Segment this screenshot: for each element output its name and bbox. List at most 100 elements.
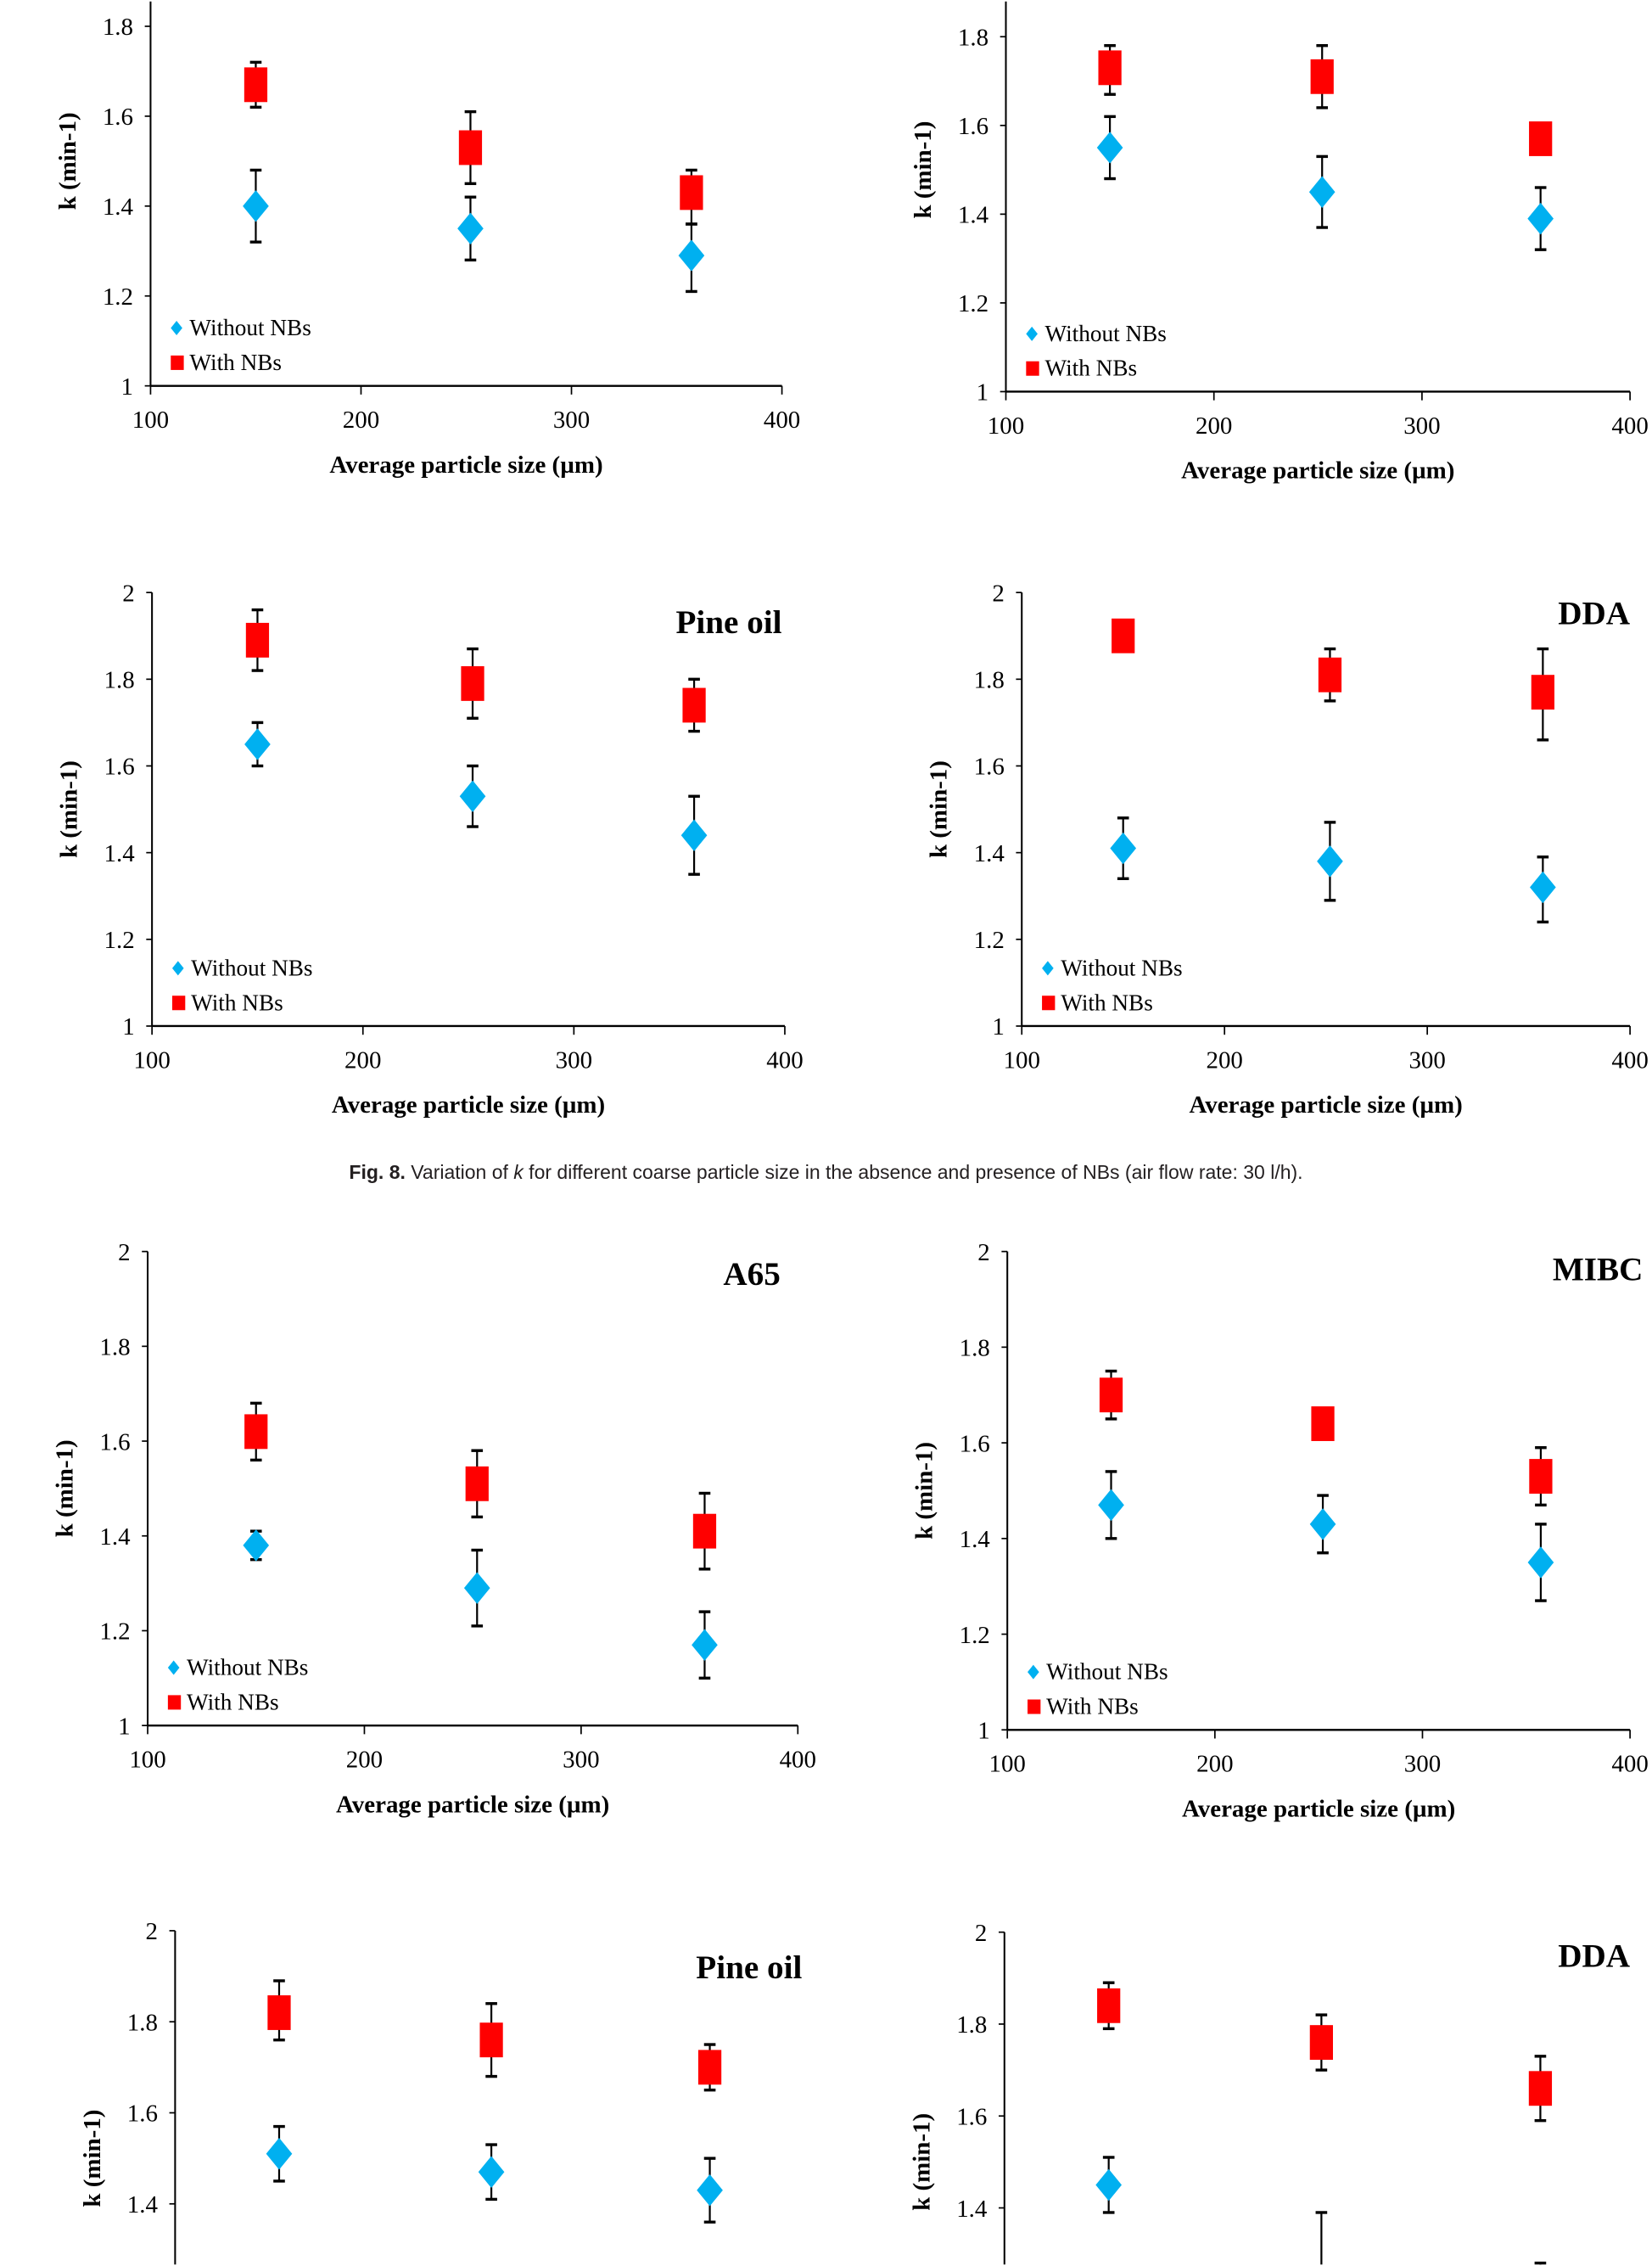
y-tick-label: 1 [121, 373, 133, 401]
point-with-nbs [1311, 1406, 1335, 1441]
point-without-nbs [243, 190, 269, 222]
legend-label: With NBs [189, 350, 282, 375]
y-tick-label: 1.4 [99, 1523, 131, 1551]
x-tick-label: 400 [764, 407, 800, 434]
point-with-nbs [458, 130, 483, 165]
y-tick-label: 1 [992, 1013, 1004, 1040]
legend-label: Without NBs [187, 1655, 308, 1680]
y-axis-label: k (min-1) [911, 1442, 938, 1540]
legend-square-icon [1026, 361, 1039, 376]
y-tick-label: 1.4 [104, 840, 136, 867]
x-axis-label: Average particle size (µm) [329, 452, 602, 479]
y-tick-label: 1.4 [127, 2191, 159, 2218]
point-without-nbs [1527, 1546, 1554, 1579]
y-axis-label: k (min-1) [908, 2113, 935, 2211]
y-tick-label: 1.8 [958, 24, 988, 51]
point-without-nbs [1317, 845, 1343, 878]
legend-label: With NBs [1046, 1694, 1139, 1719]
y-tick-label: 1.8 [974, 667, 1005, 694]
y-tick-label: 1.2 [974, 927, 1005, 954]
y-tick-label: 2 [122, 580, 134, 607]
point-with-nbs [1318, 657, 1342, 693]
legend-label: Without NBs [191, 955, 312, 980]
point-without-nbs [680, 819, 708, 851]
y-tick-label: 1.8 [103, 14, 133, 41]
y-tick-label: 1.2 [104, 927, 135, 954]
point-with-nbs [680, 175, 703, 210]
y-tick-label: 1.6 [127, 2101, 158, 2128]
y-tick-label: 1.8 [104, 667, 135, 694]
caption-text-after: for different coarse particle size in th… [523, 1161, 1303, 1183]
x-tick-label: 100 [988, 412, 1024, 440]
y-tick-label: 1.6 [960, 1430, 990, 1457]
point-with-nbs [479, 2022, 503, 2058]
x-axis-label: Average particle size (µm) [1182, 1795, 1455, 1822]
y-axis-label: k (min-1) [51, 1439, 78, 1537]
legend-diamond-icon [1042, 961, 1054, 976]
caption-text-before: Variation of [411, 1161, 514, 1183]
x-tick-label: 400 [766, 1046, 803, 1074]
legend-square-icon [171, 996, 186, 1011]
point-with-nbs [245, 622, 270, 658]
point-without-nbs [1096, 132, 1123, 164]
point-without-nbs [478, 2156, 505, 2188]
point-with-nbs [682, 687, 706, 723]
point-without-nbs [243, 1529, 270, 1562]
y-axis-label: k (min-1) [910, 121, 937, 219]
y-tick-label: 1.8 [960, 1335, 990, 1362]
point-with-nbs [244, 1414, 268, 1450]
y-tick-label: 1.4 [958, 202, 989, 229]
x-tick-label: 400 [780, 1747, 816, 1774]
y-tick-label: 2 [977, 1239, 989, 1266]
point-with-nbs [244, 67, 268, 103]
y-tick-label: 1.8 [127, 2009, 158, 2036]
point-with-nbs [1529, 121, 1553, 156]
point-without-nbs [1308, 176, 1336, 208]
point-with-nbs [465, 1466, 489, 1501]
chart-panel: 100 200 300 400 Average particle size (µm) 1 1… [51, 1239, 816, 1818]
legend-label: With NBs [1044, 356, 1137, 381]
x-tick-label: 200 [1196, 412, 1232, 440]
x-tick-label: 200 [1196, 1751, 1233, 1778]
x-axis-label: Average particle size (µm) [1181, 457, 1454, 485]
y-tick-label: 1.4 [956, 2196, 988, 2223]
chart-panel: 100 200 300 400 Average particle size (µm) 1 1… [54, 1, 800, 479]
y-tick-label: 2 [975, 1920, 987, 1947]
chart-panel: 100 200 300 400 Average particle size (µm) 1 1… [926, 580, 1649, 1119]
legend-square-icon [1042, 996, 1056, 1011]
y-tick-label: 1.2 [958, 290, 988, 317]
point-with-nbs [1528, 2071, 1553, 2106]
point-with-nbs [1112, 618, 1135, 653]
chart-title: Pine oil [696, 1949, 802, 1986]
point-without-nbs [1095, 2168, 1123, 2201]
y-axis-label: k (min-1) [54, 112, 81, 210]
x-tick-label: 300 [1404, 1751, 1441, 1778]
y-tick-label: 1.4 [103, 194, 134, 221]
y-tick-label: 1.8 [956, 2011, 987, 2039]
y-tick-label: 1.2 [960, 1622, 990, 1649]
x-tick-label: 100 [1004, 1046, 1040, 1074]
y-tick-label: 1 [977, 379, 988, 407]
legend-label: With NBs [191, 990, 283, 1015]
point-without-nbs [697, 2173, 723, 2207]
point-with-nbs [1099, 1377, 1123, 1413]
x-tick-label: 200 [344, 1046, 381, 1074]
point-with-nbs [1531, 675, 1554, 710]
point-with-nbs [1098, 50, 1122, 86]
y-tick-label: 1.6 [958, 113, 988, 140]
point-with-nbs [692, 1513, 717, 1549]
legend-square-icon [167, 1695, 182, 1710]
chart-title: A65 [723, 1256, 780, 1293]
legend-label: With NBs [187, 1689, 279, 1714]
point-without-nbs [692, 1629, 718, 1661]
point-without-nbs [678, 239, 705, 272]
legend-label: Without NBs [1044, 321, 1166, 346]
point-without-nbs [1527, 202, 1554, 235]
x-tick-label: 400 [1611, 1751, 1648, 1778]
y-axis-label: k (min-1) [79, 2110, 106, 2207]
y-tick-label: 1.6 [974, 754, 1005, 781]
x-tick-label: 100 [129, 1747, 165, 1774]
point-with-nbs [1309, 2025, 1333, 2061]
figure-caption: Fig. 8. Variation of k for different coa… [0, 1161, 1652, 1184]
